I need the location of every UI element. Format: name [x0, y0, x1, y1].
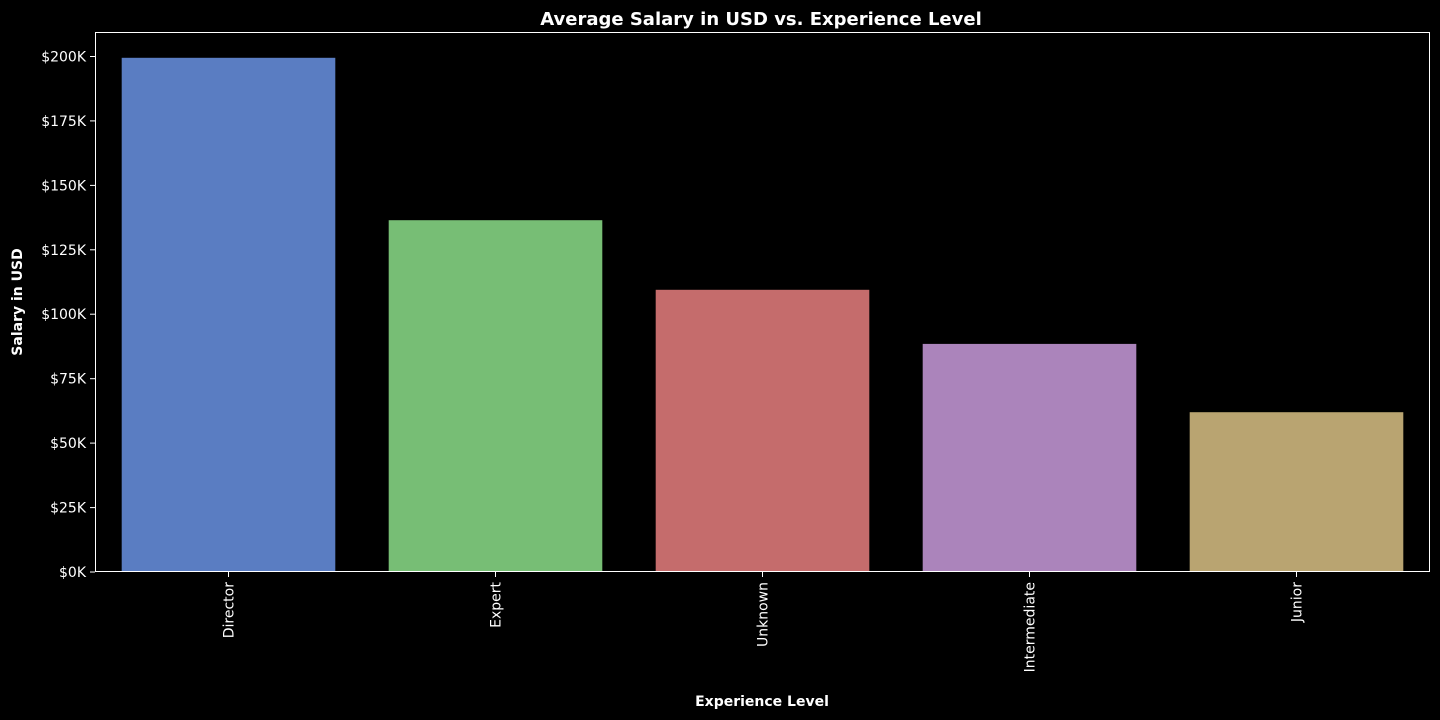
y-tick-label: $25K [50, 501, 87, 517]
bars-group [121, 57, 1404, 573]
x-tick-label: Expert [489, 582, 505, 628]
y-tick-label: $0K [59, 565, 87, 581]
x-axis-label: Experience Level [695, 694, 829, 710]
bar-junior [1189, 412, 1404, 572]
x-tick-label: Unknown [756, 582, 772, 647]
y-tick-label: $125K [41, 243, 87, 259]
y-axis: $0K $25K $50K $75K $100K $125K $150K $175K $200K [41, 50, 95, 581]
y-tick-label: $150K [41, 178, 87, 194]
y-axis-label: Salary in USD [10, 248, 26, 355]
y-tick-label: $175K [41, 114, 87, 130]
y-tick-label: $200K [41, 50, 87, 66]
bar-expert [388, 220, 603, 572]
x-tick-label: Intermediate [1023, 582, 1039, 672]
chart-title: Average Salary in USD vs. Experience Lev… [540, 9, 982, 30]
x-axis: Director Expert Unknown Intermediate Junior [222, 572, 1306, 672]
y-tick-label: $50K [50, 436, 87, 452]
y-tick-label: $75K [50, 372, 87, 388]
x-tick-label: Director [222, 582, 238, 638]
plot-frame [95, 32, 1430, 572]
bar-director [121, 57, 336, 573]
bar-intermediate [922, 343, 1137, 572]
x-tick-label: Junior [1290, 582, 1306, 623]
y-tick-label: $100K [41, 307, 87, 323]
bar-unknown [655, 289, 870, 572]
